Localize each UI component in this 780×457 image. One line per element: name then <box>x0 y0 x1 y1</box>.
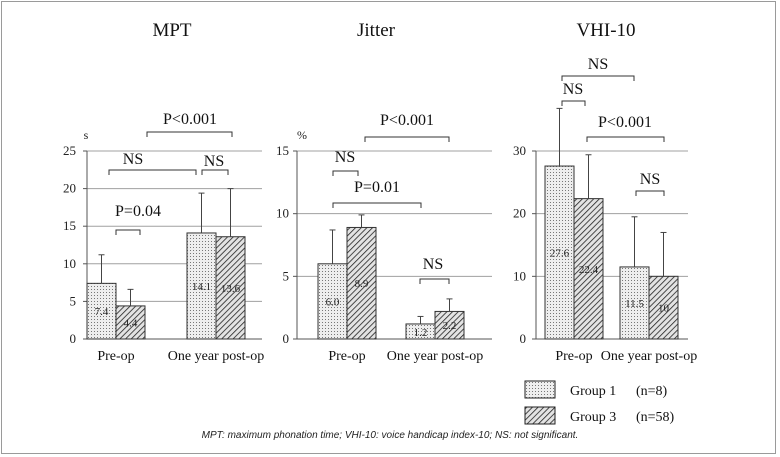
legend-swatch-group-3 <box>524 406 556 425</box>
significance-between-bracket <box>108 169 197 175</box>
significance-within-label: NS <box>204 153 224 170</box>
data-label: 8.9 <box>355 278 369 290</box>
y-tick-label: 10 <box>276 206 289 221</box>
y-unit-label: s <box>84 128 89 142</box>
significance-within-bracket <box>561 100 586 106</box>
chart-title: VHI-10 <box>576 20 635 41</box>
x-category-label: One year post-op <box>387 349 483 364</box>
charts-layer: MPT s 0 5 10 15 20 25 7.4 14.1 4.4 13.6 Pre-op One ye… <box>63 20 697 364</box>
x-category-label: One year post-op <box>168 349 264 364</box>
y-tick-label: 0 <box>70 331 77 346</box>
y-tick-label: 15 <box>276 143 289 158</box>
y-tick-label: 10 <box>63 256 76 271</box>
significance-within-label: NS <box>423 256 443 273</box>
y-tick-label: 15 <box>63 218 76 233</box>
significance-between-label: P<0.001 <box>380 112 434 129</box>
significance-within-bracket <box>419 278 450 284</box>
chart-panel-2: Jitter% 0 5 10 15 6.0 1.2 8.9 2.2 Pre-op One year … <box>276 20 492 364</box>
significance-within-bracket <box>332 170 359 176</box>
legend-n-group-1: (n=8) <box>636 384 668 399</box>
significance-between-label: P<0.001 <box>598 114 652 131</box>
significance-between-bracket <box>332 202 422 208</box>
legend-label-group-1: Group 1 <box>570 384 616 399</box>
x-category-label: Pre-op <box>328 349 365 364</box>
chart-title: MPT <box>152 20 191 41</box>
significance-between-label: P=0.01 <box>354 179 400 196</box>
legend-swatch-group-1 <box>524 380 556 399</box>
y-tick-label: 10 <box>513 268 526 283</box>
legend-n-group-3: (n=58) <box>636 410 675 425</box>
significance-between-bracket <box>364 136 450 142</box>
data-label: 10 <box>658 303 670 315</box>
data-label: 6.0 <box>326 296 340 308</box>
significance-within-bracket <box>201 169 229 175</box>
significance-between-bracket <box>561 75 635 81</box>
significance-between-label: NS <box>123 151 143 168</box>
y-tick-label: 0 <box>520 331 527 346</box>
y-tick-label: 30 <box>513 143 526 158</box>
data-label: 1.2 <box>414 327 428 339</box>
y-tick-label: 25 <box>63 143 76 158</box>
bar <box>346 226 377 340</box>
data-label: 27.6 <box>550 248 570 260</box>
chart-panel-1: MPT s 0 5 10 15 20 25 7.4 14.1 4.4 13.6 Pre-op One ye… <box>63 20 264 364</box>
x-category-label: Pre-op <box>555 349 592 364</box>
chart-title: Jitter <box>357 20 396 41</box>
significance-between-bracket <box>146 131 233 137</box>
bar <box>544 165 575 340</box>
y-tick-label: 0 <box>283 331 290 346</box>
significance-within-bracket <box>635 190 665 196</box>
data-label: 14.1 <box>192 281 211 293</box>
bar <box>115 305 146 340</box>
data-label: 7.4 <box>95 306 109 318</box>
x-category-label: Pre-op <box>97 349 134 364</box>
data-label: 11.5 <box>625 298 644 310</box>
significance-within-label: NS <box>563 81 583 98</box>
significance-between-bracket <box>586 136 665 142</box>
chart-panel-3: VHI-10 0 10 20 30 27.6 11.5 22.4 10 Pre-op One yea… <box>513 20 697 364</box>
significance-between-label: NS <box>588 56 608 73</box>
significance-between-label: P<0.001 <box>163 111 217 128</box>
significance-within-label: NS <box>335 149 355 166</box>
y-unit-label: % <box>297 128 307 142</box>
y-tick-label: 20 <box>513 206 526 221</box>
legend: Group 1 (n=8) Group 3 (n=58) <box>524 380 675 425</box>
significance-within-label: NS <box>640 171 660 188</box>
data-label: 2.2 <box>443 320 457 332</box>
bar <box>215 236 246 340</box>
figure-caption: MPT: maximum phonation time; VHI-10: voi… <box>201 430 579 441</box>
data-label: 4.4 <box>124 317 138 329</box>
data-label: 22.4 <box>579 264 599 276</box>
legend-label-group-3: Group 3 <box>570 410 616 425</box>
significance-within-bracket <box>115 229 141 235</box>
y-tick-label: 5 <box>70 293 77 308</box>
significance-within-label: P=0.04 <box>115 203 161 220</box>
x-category-label: One year post-op <box>601 349 697 364</box>
y-tick-label: 5 <box>283 268 290 283</box>
y-tick-label: 20 <box>63 181 76 196</box>
data-label: 13.6 <box>221 283 241 295</box>
